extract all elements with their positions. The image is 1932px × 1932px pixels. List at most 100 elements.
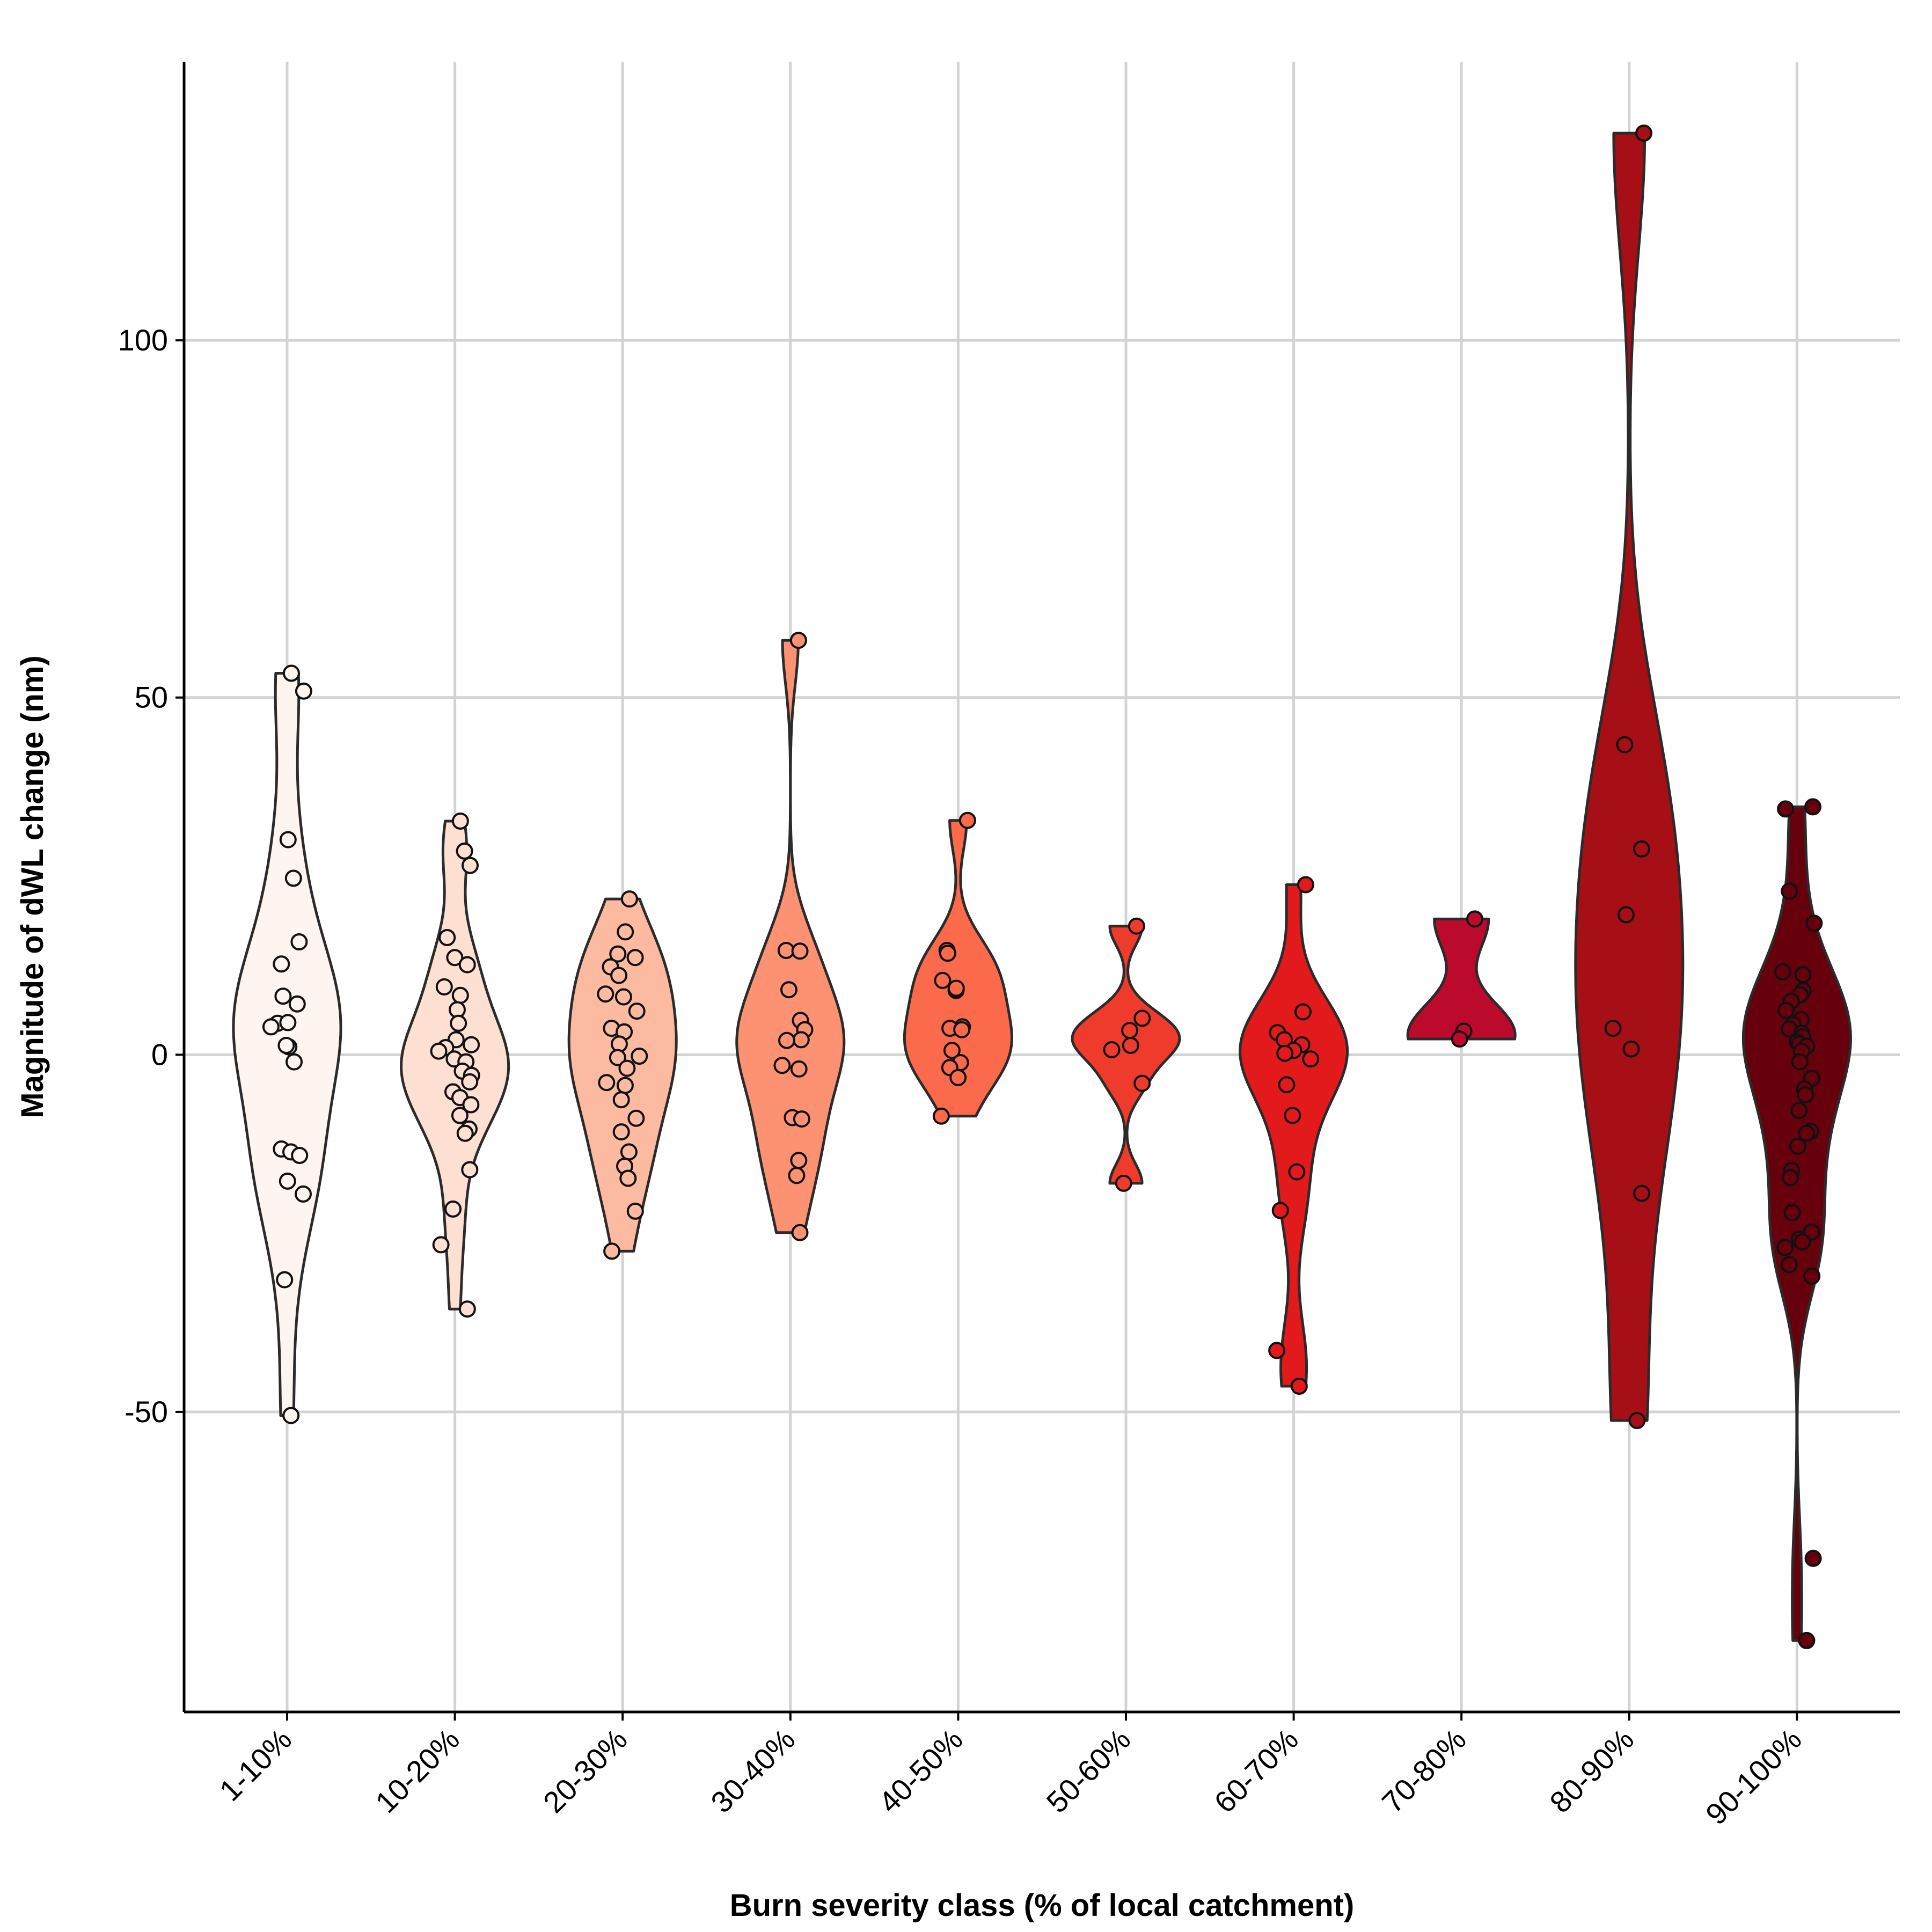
data-point (290, 933, 308, 950)
data-point (949, 1069, 967, 1086)
x-tick-label: 60-70% (1208, 1722, 1305, 1819)
data-point (446, 949, 464, 967)
data-point (790, 1152, 808, 1169)
data-point (1276, 1044, 1294, 1062)
data-point (788, 1167, 806, 1184)
x-tick-label: 10-20% (369, 1722, 466, 1819)
data-point (953, 1021, 971, 1038)
data-point (1790, 1102, 1808, 1119)
data-point (939, 945, 956, 962)
data-point (458, 1300, 476, 1318)
x-tick-label: 90-100% (1699, 1722, 1808, 1831)
data-point (1103, 1041, 1121, 1058)
y-tick-label: 100 (118, 323, 168, 357)
data-point (435, 978, 453, 996)
data-point (1780, 1256, 1798, 1274)
x-tick-label: 30-40% (704, 1722, 801, 1819)
data-point (430, 1042, 448, 1060)
data-point (1791, 1053, 1809, 1071)
data-point (1776, 1239, 1794, 1256)
data-point (932, 1107, 950, 1125)
x-tick-label: 50-60% (1040, 1722, 1137, 1819)
data-point (282, 1407, 300, 1424)
data-point (286, 1053, 303, 1071)
data-point (598, 1074, 616, 1092)
data-point (791, 942, 809, 960)
violin-40-50% (903, 819, 1013, 1118)
data-point (458, 956, 476, 974)
data-point (1122, 1037, 1139, 1054)
data-point (616, 1077, 634, 1094)
data-point (277, 1037, 295, 1054)
data-point (461, 1073, 479, 1091)
data-point (614, 988, 632, 1006)
data-point (1804, 798, 1821, 816)
data-point (463, 1036, 480, 1053)
data-point (432, 1236, 450, 1254)
data-point (603, 1242, 621, 1260)
data-point (1133, 1009, 1151, 1027)
data-point (1451, 1030, 1468, 1048)
y-tick-label: 0 (151, 1037, 168, 1071)
data-point (1616, 736, 1634, 753)
data-point (1805, 914, 1823, 932)
data-point (778, 1031, 795, 1049)
data-point (631, 1048, 648, 1065)
violin-50-60% (1071, 925, 1181, 1185)
data-point (288, 995, 306, 1013)
data-point (1781, 882, 1798, 900)
data-point (619, 1169, 637, 1187)
data-point (262, 1018, 280, 1036)
data-point (1271, 1202, 1289, 1219)
data-point (451, 1107, 469, 1124)
data-point (274, 987, 292, 1005)
data-point (773, 1057, 791, 1074)
y-tick-label: -50 (125, 1395, 168, 1429)
data-point (1302, 1050, 1320, 1068)
x-tick-label: 20-30% (537, 1722, 634, 1819)
data-point (291, 1147, 309, 1164)
data-point (1777, 800, 1795, 818)
data-point (456, 842, 473, 860)
violin-70-80% (1406, 917, 1517, 1041)
data-point (438, 929, 456, 946)
data-point (1294, 1003, 1312, 1021)
data-point (276, 1271, 294, 1289)
y-axis-title: Magnitude of dWL change (nm) (15, 655, 50, 1118)
data-point (1618, 906, 1635, 924)
x-tick-label: 70-80% (1375, 1722, 1473, 1819)
data-point (792, 1031, 810, 1049)
y-tick-label: 50 (135, 680, 168, 714)
data-point (450, 1014, 467, 1032)
data-point (295, 1185, 312, 1203)
data-point (1290, 1378, 1308, 1395)
data-point (1284, 1107, 1301, 1124)
data-point (1774, 963, 1791, 980)
data-point (618, 1059, 636, 1077)
data-point (279, 831, 297, 848)
data-point (780, 981, 797, 999)
data-point (1804, 1549, 1822, 1567)
data-point (451, 813, 469, 830)
data-point (1789, 1137, 1806, 1155)
data-point (943, 1042, 961, 1059)
data-points (262, 125, 1823, 1649)
data-point (612, 1123, 630, 1141)
data-point (597, 985, 614, 1003)
data-point (1278, 1076, 1296, 1094)
data-point (1635, 125, 1652, 142)
data-point (1783, 1204, 1801, 1221)
violin-90-100% (1741, 805, 1852, 1642)
data-point (947, 979, 965, 997)
data-point (791, 1224, 809, 1241)
data-point (1798, 1124, 1816, 1142)
data-point (627, 1109, 645, 1127)
data-point (617, 923, 634, 941)
data-point (461, 1161, 479, 1179)
data-point (793, 1110, 810, 1128)
x-axis-title: Burn severity class (% of local catchmen… (730, 1888, 1355, 1923)
data-point (1288, 1163, 1306, 1181)
data-point (1121, 1022, 1139, 1040)
x-tick-label: 40-50% (872, 1722, 969, 1819)
